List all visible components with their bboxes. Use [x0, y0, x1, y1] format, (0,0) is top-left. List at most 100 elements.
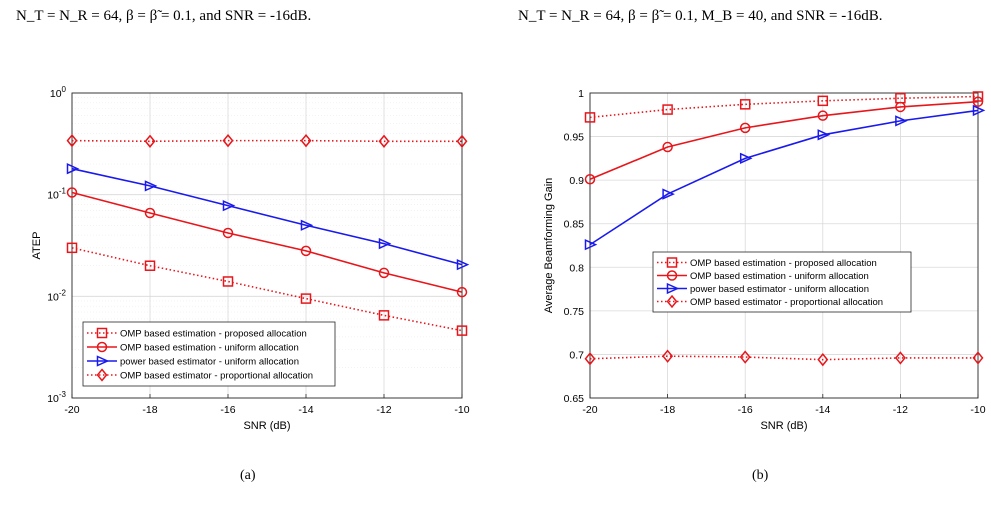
series-circle: [66, 187, 468, 298]
data-point-square: [456, 325, 468, 336]
series-triangle-right: [584, 104, 986, 251]
data-point-circle: [456, 286, 468, 298]
y-tick-label: 0.85: [564, 219, 585, 231]
chart-a: -20 -18 -16 -14 -12 -10 100 10-1 10-2 10-3 SNR (dB…: [31, 85, 470, 432]
data-point-triangle-right: [662, 188, 675, 200]
y-tick-label: 0.75: [564, 306, 585, 318]
y-tick-label: 0.95: [564, 132, 585, 144]
caption-left: N_T = N_R = 64, β = β̃ = 0.1, and SNR = …: [16, 8, 312, 24]
x-tick-label: -12: [893, 404, 908, 416]
x-tick-label: -18: [660, 404, 675, 416]
data-point-circle: [662, 141, 673, 153]
x-tick-label: -12: [376, 404, 391, 416]
data-point-circle: [972, 96, 984, 107]
legend-label: power based estimator - uniform allocati…: [690, 284, 869, 295]
data-point-diamond: [300, 133, 312, 148]
data-point-square: [300, 293, 312, 304]
legend-marker-triangle-right: [666, 282, 680, 295]
y-tick-label: 10-2: [47, 288, 66, 303]
legend-marker-diamond: [96, 368, 108, 382]
y-tick-label: 0.65: [564, 393, 585, 405]
y-axis-title: ATEP: [31, 232, 43, 260]
legend-marker-circle: [96, 341, 108, 353]
y-tick-label: 10-3: [47, 390, 66, 405]
y-tick-label: 0.8: [569, 262, 584, 274]
series-line: [71, 247, 463, 332]
x-tick-label: -16: [738, 404, 753, 416]
series-circle: [584, 96, 984, 185]
series-diamond: [66, 133, 468, 148]
series-line: [71, 167, 463, 266]
data-point-triangle-right: [378, 237, 392, 250]
series-triangle-right: [66, 163, 470, 271]
series-line: [589, 355, 978, 361]
legend-marker-square: [666, 257, 678, 268]
x-tick-label: -16: [220, 404, 235, 416]
y-tick-label: 100: [50, 85, 67, 100]
y-axis-title: Average Beamforming Gain: [543, 178, 555, 314]
data-point-circle: [300, 245, 312, 257]
data-point-triangle-right: [584, 238, 598, 251]
data-point-diamond: [378, 134, 390, 148]
subfigure-label-a: (a): [240, 468, 256, 483]
legend-box: [652, 251, 912, 313]
data-point-diamond: [456, 134, 468, 148]
x-tick-label: -10: [970, 404, 985, 416]
legend-label: OMP based estimation - uniform allocatio…: [690, 271, 869, 282]
x-axis-title: SNR (dB): [760, 420, 807, 432]
x-tick-label: -20: [582, 404, 597, 416]
legend-label: OMP based estimation - proposed allocati…: [120, 329, 307, 340]
x-tick-label: -18: [142, 404, 157, 416]
y-tick-label: 0.9: [569, 175, 584, 187]
legend-marker-square: [96, 327, 108, 339]
legend-label: OMP based estimator - proportional alloc…: [690, 297, 883, 308]
data-point-diamond: [66, 133, 78, 148]
legend-box: [82, 321, 336, 387]
data-point-diamond: [222, 133, 234, 148]
data-point-circle: [222, 227, 234, 239]
data-point-square: [739, 99, 751, 110]
data-point-diamond: [144, 134, 156, 148]
series-square: [66, 242, 468, 336]
series-diamond: [584, 349, 984, 367]
legend-marker-circle: [666, 270, 678, 281]
x-axis-title: SNR (dB): [243, 420, 290, 432]
data-point-triangle-right: [972, 104, 986, 117]
data-point-square: [222, 276, 234, 287]
x-tick-label: -20: [64, 404, 79, 416]
legend: OMP based estimation - proposed allocati…: [82, 321, 336, 387]
series-line: [71, 139, 462, 143]
legend-marker-diamond: [666, 294, 678, 309]
data-point-triangle-right: [144, 180, 158, 192]
y-tick-label: 10-1: [47, 187, 66, 202]
data-point-square: [817, 95, 829, 107]
chart-b: -20 -18 -16 -14 -12 -10 0.65 0.7 0.75 0.8 0.85 0.9 0…: [543, 88, 986, 432]
data-point-square: [584, 112, 596, 123]
series-line: [589, 95, 979, 119]
axes-frame: [589, 92, 979, 399]
data-point-triangle-right: [817, 129, 831, 141]
data-point-diamond: [584, 352, 596, 366]
data-point-circle: [584, 174, 596, 185]
x-tick-label: -14: [815, 404, 830, 416]
data-point-diamond: [662, 349, 674, 363]
legend-label: OMP based estimator - proportional alloc…: [120, 371, 313, 382]
y-tick-label: 1: [578, 88, 584, 100]
data-point-circle: [378, 267, 390, 279]
data-point-circle: [739, 122, 751, 134]
data-point-circle: [144, 207, 156, 219]
axes-frame: [71, 92, 463, 399]
data-point-square: [144, 260, 156, 271]
legend-marker-triangle-right: [96, 355, 110, 367]
data-point-triangle-right: [66, 163, 80, 175]
data-point-square: [972, 91, 984, 102]
data-point-circle: [817, 110, 829, 121]
plot-area: [590, 93, 978, 398]
data-point-triangle-right: [222, 199, 236, 212]
data-point-triangle-right: [456, 258, 470, 271]
data-point-circle: [66, 187, 78, 198]
data-point-diamond: [972, 351, 984, 365]
data-point-square: [66, 242, 78, 254]
legend-label: OMP based estimation - proposed allocati…: [690, 258, 877, 269]
